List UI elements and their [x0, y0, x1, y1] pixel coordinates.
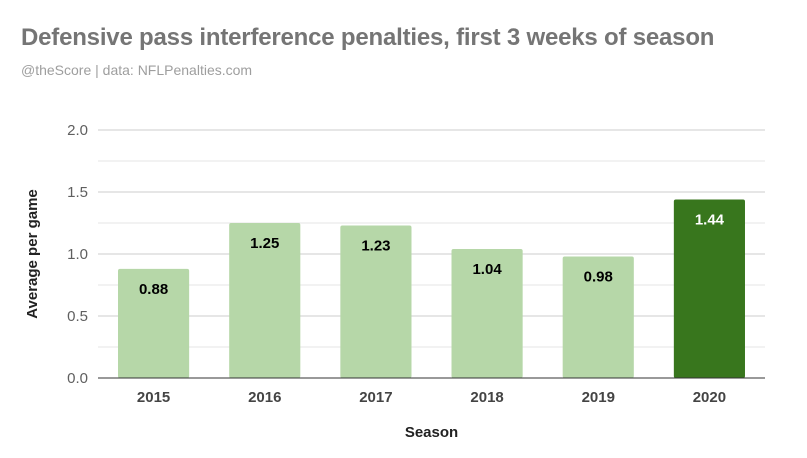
gridlines	[98, 129, 765, 348]
y-axis-ticks: 0.0 0.5 1.0 1.5 2.0	[67, 122, 88, 387]
bar-2018	[451, 249, 523, 378]
data-label-2018: 1.04	[472, 261, 502, 278]
data-label-2019: 0.98	[584, 268, 613, 285]
y-tick-label: 1.0	[67, 246, 88, 263]
chart-title: Defensive pass interference penalties, f…	[21, 24, 715, 51]
x-tick-label: 2016	[248, 389, 281, 406]
y-axis-title: Average per game	[24, 189, 41, 319]
y-tick-label: 0.0	[67, 370, 88, 387]
y-tick-label: 2.0	[67, 122, 88, 139]
data-label-2016: 1.25	[250, 235, 279, 252]
y-tick-label: 0.5	[67, 308, 88, 325]
bar-2019	[562, 256, 634, 378]
chart-subtitle: @theScore | data: NFLPenalties.com	[21, 62, 253, 78]
bar-2017	[340, 225, 412, 378]
x-axis-ticks: 2015 2016 2017 2018 2019 2020	[137, 389, 726, 406]
x-tick-label: 2018	[470, 389, 503, 406]
x-tick-label: 2015	[137, 389, 170, 406]
bar-2016	[229, 223, 301, 378]
x-tick-label: 2019	[582, 389, 615, 406]
bar-2020	[673, 199, 745, 378]
bar-2015	[118, 268, 190, 378]
data-label-2020: 1.44	[695, 211, 725, 228]
bars: 0.88 1.25 1.23 1.04 0.98 1.44	[118, 199, 745, 378]
y-tick-label: 1.5	[67, 184, 88, 201]
x-tick-label: 2017	[359, 389, 392, 406]
x-axis-title: Season	[405, 424, 458, 441]
data-label-2017: 1.23	[361, 237, 390, 254]
data-label-2015: 0.88	[139, 281, 168, 298]
x-tick-label: 2020	[693, 389, 726, 406]
